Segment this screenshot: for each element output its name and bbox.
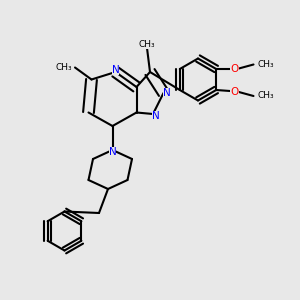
Text: CH₃: CH₃: [56, 63, 73, 72]
Text: N: N: [163, 88, 170, 98]
Text: CH₃: CH₃: [139, 40, 155, 49]
Text: N: N: [152, 111, 159, 122]
Text: CH₃: CH₃: [258, 60, 274, 69]
Text: O: O: [230, 86, 239, 97]
Text: CH₃: CH₃: [258, 92, 274, 100]
Text: N: N: [112, 64, 119, 75]
Text: O: O: [230, 64, 239, 74]
Text: N: N: [109, 147, 116, 158]
